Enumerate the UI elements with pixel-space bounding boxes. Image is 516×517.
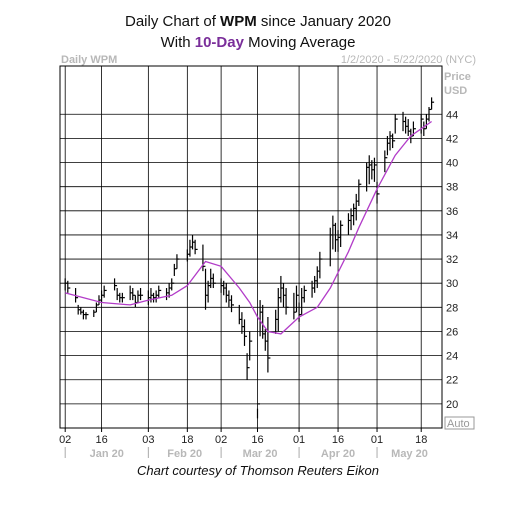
x-tick-label: 02 — [59, 434, 71, 446]
price-bar — [103, 285, 107, 298]
moving-average — [65, 120, 432, 335]
x-tick-label: 03 — [142, 434, 154, 446]
y-tick-label: 36 — [446, 206, 458, 218]
x-tick-label: 16 — [251, 434, 263, 446]
y-tick-label: 30 — [446, 278, 458, 290]
price-bar — [319, 251, 323, 279]
month-label: Mar 20 — [243, 448, 278, 460]
month-label: Apr 20 — [321, 448, 355, 460]
price-bar — [431, 97, 435, 110]
date-range: 1/2/2020 - 5/22/2020 (NYC) — [340, 54, 476, 66]
chart-title-line1: Daily Chart of WPM since January 2020 — [125, 13, 391, 30]
x-tick-label: 18 — [415, 434, 427, 446]
y-axis: 20 22 24 26 28 30 32 34 36 38 40 42 44 Price USD Auto — [444, 71, 475, 430]
price-bar — [249, 331, 253, 361]
price-bar — [256, 403, 260, 419]
y-tick-label: 40 — [446, 158, 458, 170]
chart-title-line2: With 10-Day Moving Average — [160, 34, 356, 51]
price-bar — [340, 220, 344, 247]
price-bar — [212, 273, 216, 289]
price-bar — [176, 254, 180, 269]
y-tick-label: 42 — [446, 133, 458, 145]
x-tick-label: 18 — [181, 434, 193, 446]
moving-average-line — [65, 120, 432, 335]
x-tick-label: 01 — [293, 434, 305, 446]
month-label: Jan 20 — [90, 448, 124, 460]
y-tick-label: 24 — [446, 351, 458, 363]
price-bar — [392, 133, 396, 149]
chart-credit: Chart courtesy of Thomson Reuters Eikon — [136, 463, 380, 478]
y-tick-label: 34 — [446, 230, 458, 242]
price-bar — [85, 312, 89, 320]
price-bar — [394, 114, 398, 134]
price-bar — [113, 278, 118, 291]
grid — [59, 65, 443, 429]
auto-scale-button-frame — [444, 416, 475, 430]
y-axis-label: Price — [444, 71, 471, 83]
y-tick-label: 22 — [446, 375, 458, 387]
y-tick-label: 44 — [446, 109, 458, 121]
chart-label: Daily WPM — [61, 54, 118, 66]
y-axis-label-unit: USD — [444, 85, 467, 97]
month-label: Feb 20 — [167, 448, 202, 460]
moving-average-label: 10-Day — [194, 34, 244, 51]
price-bar — [202, 244, 206, 272]
y-tick-label: 26 — [446, 326, 458, 338]
price-bar — [295, 285, 299, 313]
x-axis: 02 16 03 18 02 16 01 16 01 18 Jan 20 Feb 20 Mar 20 Ap… — [59, 428, 428, 460]
price-bar — [267, 316, 271, 373]
price-bar — [373, 157, 377, 182]
price-bar — [139, 288, 144, 301]
price-bar — [285, 288, 289, 315]
price-bar — [303, 285, 307, 303]
price-bar — [246, 353, 250, 380]
price-bar — [384, 150, 388, 173]
price-bar — [171, 278, 175, 291]
x-tick-label: 16 — [95, 434, 107, 446]
ticker-symbol: WPM — [220, 13, 257, 30]
x-tick-label: 02 — [215, 434, 227, 446]
month-label: May 20 — [391, 448, 428, 460]
plot-frame — [59, 65, 443, 429]
y-tick-label: 32 — [446, 254, 458, 266]
y-tick-label: 20 — [446, 399, 458, 411]
auto-scale-button[interactable]: Auto — [447, 418, 470, 430]
price-bar — [358, 179, 362, 206]
price-bar — [158, 285, 162, 298]
price-bar — [376, 181, 380, 204]
x-tick-label: 16 — [332, 434, 344, 446]
price-bar — [67, 280, 71, 293]
y-tick-label: 38 — [446, 182, 458, 194]
price-bar — [121, 292, 125, 303]
price-bar — [420, 114, 424, 134]
price-bar — [230, 295, 235, 313]
price-bar — [243, 319, 248, 346]
price-bar — [194, 239, 198, 255]
x-tick-label: 01 — [371, 434, 383, 446]
ohlc-bars — [64, 97, 435, 419]
y-tick-label: 28 — [446, 302, 458, 314]
